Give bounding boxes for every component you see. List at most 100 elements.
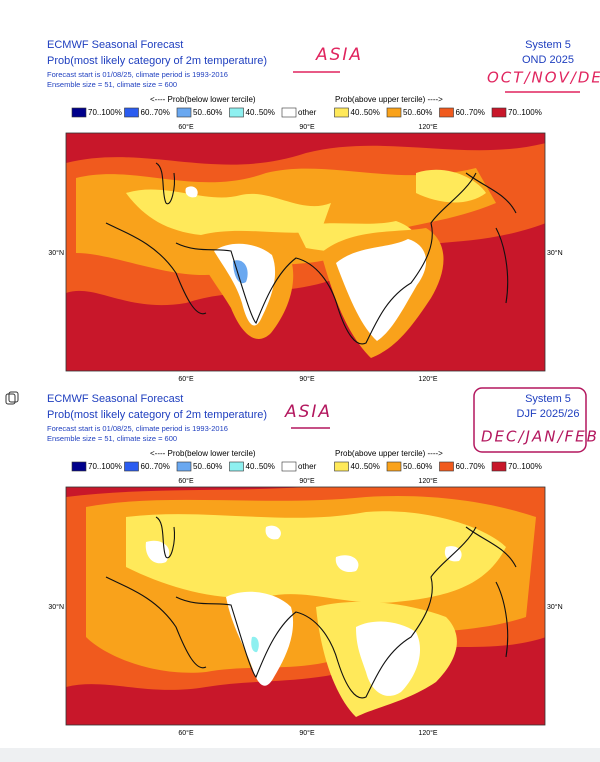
legend-label: other [298,108,317,117]
lon-label-bottom: 60°E [178,375,194,383]
legend-swatch [386,107,402,118]
forecast-panel: ECMWF Seasonal Forecast Prob(most likely … [47,39,600,383]
legend-swatch [491,461,507,472]
panel-title: ECMWF Seasonal Forecast [47,393,183,405]
legend-swatch [491,107,507,118]
probability-region [251,636,259,653]
legend-swatch [386,461,402,472]
probability-region [356,621,421,696]
legend-swatch [176,107,192,118]
probability-region [336,239,427,341]
handwritten-months: DEC/JAN/FEB [481,428,599,446]
probability-region [226,591,294,686]
lat-label-left: 30°N [48,603,64,611]
legend-swatch [334,107,349,118]
probability-region [126,189,331,235]
handwritten-box [473,387,587,453]
lon-label-top: 60°E [178,477,194,485]
legend-label: 50..60% [193,462,222,471]
legend-swatch [334,461,349,472]
forecast-panel: ECMWF Seasonal Forecast Prob(most likely … [47,387,599,737]
legend-below-heading: <---- Prob(below lower tercile) [150,95,256,104]
period-label: DJF 2025/26 [517,408,580,420]
legend-label: 60..70% [456,462,485,471]
legend-swatch [229,107,244,118]
probability-region [233,260,248,284]
legend-label: other [298,462,317,471]
legend-label: 40..50% [351,462,380,471]
coastline [155,162,175,205]
probability-region [214,243,276,326]
legend-label: 60..70% [456,108,485,117]
coastline [105,526,477,699]
icon-shape [8,391,19,403]
coastline [155,516,175,559]
lon-label-bottom: 90°E [299,729,315,737]
panel-subtitle: Prob(most likely category of 2m temperat… [47,55,267,67]
legend-below-heading: <---- Prob(below lower tercile) [150,449,256,458]
forecast-map [65,132,546,372]
map-frame [65,132,546,372]
forecast-map [65,486,546,726]
lon-label-top: 90°E [299,123,315,131]
forecast-info: Forecast start is 01/08/25, climate peri… [47,424,228,433]
lon-label-top: 90°E [299,477,315,485]
map-frame [65,486,546,726]
probability-region [335,555,359,573]
ensemble-info: Ensemble size = 51, climate size = 600 [47,434,177,443]
lon-label-bottom: 120°E [418,729,437,737]
legend-label: 60..70% [141,108,170,117]
forecast-info: Forecast start is 01/08/25, climate peri… [47,70,228,79]
probability-region [126,511,506,603]
legend-label: 70..100% [88,108,122,117]
probability-region [265,525,281,540]
legend-swatch [281,107,297,118]
legend-swatch [71,107,87,118]
legend-swatch [71,461,87,472]
coastline [465,526,517,658]
legend-swatch [229,461,244,472]
legend-label: 70..100% [508,108,542,117]
legend-label: 40..50% [351,108,380,117]
bottom-bar [0,748,600,762]
panel-title: ECMWF Seasonal Forecast [47,39,183,51]
lat-label-right: 30°N [547,249,563,257]
lon-label-bottom: 90°E [299,375,315,383]
lon-label-top: 120°E [418,477,437,485]
lon-label-top: 120°E [418,123,437,131]
coastline [465,172,517,304]
legend-label: 50..60% [403,462,432,471]
system-label: System 5 [525,393,571,405]
legend-label: 70..100% [508,462,542,471]
handwritten-region: ASIA [284,402,332,422]
legend-label: 40..50% [246,108,275,117]
legend-swatch [124,107,139,118]
lon-label-bottom: 60°E [178,729,194,737]
legend-label: 60..70% [141,462,170,471]
legend-swatch [281,461,297,472]
legend-above-heading: Prob(above upper tercile) ----> [335,95,443,104]
legend-label: 40..50% [246,462,275,471]
legend-swatch [176,461,192,472]
ensemble-info: Ensemble size = 51, climate size = 600 [47,80,177,89]
icon-shape [5,393,16,405]
lat-label-right: 30°N [547,603,563,611]
legend-label: 50..60% [403,108,432,117]
legend-label: 70..100% [88,462,122,471]
legend-swatch [124,461,139,472]
lon-label-top: 60°E [178,123,194,131]
legend-above-heading: Prob(above upper tercile) ----> [335,449,443,458]
map-layers [66,487,545,725]
system-label: System 5 [525,39,571,51]
coastline [105,172,477,345]
lat-label-left: 30°N [48,249,64,257]
legend-swatch [439,461,454,472]
panel-subtitle: Prob(most likely category of 2m temperat… [47,409,267,421]
period-label: OND 2025 [522,54,574,66]
legend-label: 50..60% [193,108,222,117]
map-layers [66,133,545,371]
legend-swatch [439,107,454,118]
handwritten-months: OCT/NOV/DEC [487,69,600,87]
probability-region [416,169,486,203]
